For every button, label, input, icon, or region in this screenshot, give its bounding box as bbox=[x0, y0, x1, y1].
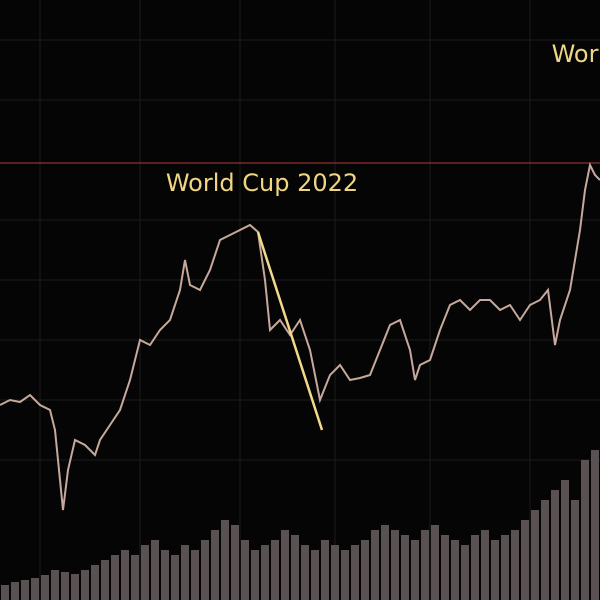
annotation: World Cup 2022 bbox=[166, 169, 358, 197]
volume-bar bbox=[81, 570, 89, 600]
volume-bar bbox=[431, 525, 439, 600]
volume-bar bbox=[261, 545, 269, 600]
volume-bar bbox=[401, 535, 409, 600]
volume-bar bbox=[441, 535, 449, 600]
volume-bar bbox=[51, 570, 59, 600]
volume-bar bbox=[561, 480, 569, 600]
volume-bar bbox=[421, 530, 429, 600]
volume-bar bbox=[371, 530, 379, 600]
volume-bar bbox=[41, 575, 49, 600]
volume-bar bbox=[271, 540, 279, 600]
volume-bar bbox=[201, 540, 209, 600]
volume-bar bbox=[451, 540, 459, 600]
volume-bar bbox=[531, 510, 539, 600]
volume-bar bbox=[521, 520, 529, 600]
volume-bar bbox=[191, 550, 199, 600]
volume-bar bbox=[301, 545, 309, 600]
volume-bar bbox=[341, 550, 349, 600]
volume-bar bbox=[171, 555, 179, 600]
volume-bar bbox=[411, 540, 419, 600]
volume-bar bbox=[121, 550, 129, 600]
volume-bar bbox=[141, 545, 149, 600]
volume-bar bbox=[251, 550, 259, 600]
volume-bar bbox=[391, 530, 399, 600]
volume-bar bbox=[71, 574, 79, 600]
volume-bar bbox=[221, 520, 229, 600]
volume-bar bbox=[131, 555, 139, 600]
volume-bar bbox=[381, 525, 389, 600]
volume-bar bbox=[461, 545, 469, 600]
volume-bar bbox=[91, 565, 99, 600]
volume-bar bbox=[551, 490, 559, 600]
volume-bar bbox=[231, 525, 239, 600]
volume-bar bbox=[21, 580, 29, 600]
trend-line bbox=[256, 231, 324, 431]
volume-bar bbox=[511, 530, 519, 600]
volume-bar bbox=[1, 585, 9, 600]
volume-bar bbox=[321, 540, 329, 600]
volume-bar bbox=[331, 545, 339, 600]
volume-bar bbox=[361, 540, 369, 600]
volume-bar bbox=[281, 530, 289, 600]
volume-bar bbox=[571, 500, 579, 600]
volume-bar bbox=[61, 572, 69, 600]
volume-bar bbox=[471, 535, 479, 600]
volume-bar bbox=[161, 550, 169, 600]
volume-bar bbox=[241, 540, 249, 600]
volume-bar bbox=[581, 460, 589, 600]
volume-bar bbox=[101, 560, 109, 600]
volume-bar bbox=[31, 578, 39, 600]
volume-bar bbox=[11, 582, 19, 600]
volume-bar bbox=[181, 545, 189, 600]
volume-bar bbox=[111, 555, 119, 600]
price-line bbox=[0, 161, 600, 511]
annotation: Wor bbox=[552, 40, 599, 68]
volume-bar bbox=[541, 500, 549, 600]
volume-bar bbox=[151, 540, 159, 600]
volume-bar bbox=[351, 545, 359, 600]
volume-bar bbox=[291, 535, 299, 600]
volume-bar bbox=[211, 530, 219, 600]
volume-bar bbox=[501, 535, 509, 600]
volume-bar bbox=[491, 540, 499, 600]
volume-bar bbox=[311, 550, 319, 600]
volume-bar bbox=[591, 450, 599, 600]
volume-bar bbox=[481, 530, 489, 600]
